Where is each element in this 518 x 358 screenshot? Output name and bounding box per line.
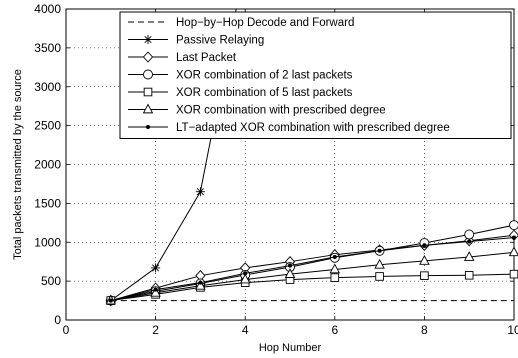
triangle-marker <box>463 251 475 261</box>
legend-item: XOR combination with prescribed degree <box>128 103 386 117</box>
legend-item: XOR combination of 5 last packets <box>128 87 353 99</box>
x-tick-label: 6 <box>331 323 338 337</box>
circle-marker <box>143 69 153 80</box>
square-marker <box>420 271 429 280</box>
y-tick-label: 0 <box>54 313 61 327</box>
series-line <box>110 237 514 302</box>
star-marker <box>151 263 161 273</box>
y-tick-label: 1000 <box>34 235 61 249</box>
legend-label: XOR combination with prescribed degree <box>176 105 386 117</box>
legend: Hop−by−Hop Decode and Forward Passive Rel… <box>119 11 512 139</box>
square-marker <box>464 271 474 280</box>
dot-marker <box>145 124 151 130</box>
legend-label: LT−adapted XOR combination with prescrib… <box>176 122 450 134</box>
triangle-marker <box>284 268 296 278</box>
y-tick-label: 2500 <box>34 119 61 133</box>
triangle-marker <box>329 263 341 274</box>
legend-label: Last Packet <box>176 52 237 64</box>
series-2 <box>105 229 518 307</box>
dot-marker <box>198 280 203 285</box>
series-lines <box>105 9 518 307</box>
triangle-marker <box>142 103 154 114</box>
triangle-marker <box>150 286 161 297</box>
dot-marker <box>108 298 113 303</box>
circle-marker <box>464 229 475 240</box>
circle-marker <box>509 220 518 231</box>
legend-item: Hop−by−Hop Decode and Forward <box>128 17 354 29</box>
diamond-marker <box>142 51 154 63</box>
y-tick-label: 2000 <box>34 158 61 172</box>
dot-marker <box>511 235 517 240</box>
dot-marker <box>287 263 293 268</box>
series-line <box>110 273 514 302</box>
x-tick-label: 0 <box>63 323 70 337</box>
dot-marker <box>467 239 472 244</box>
x-axis-label: Hop Number <box>259 342 322 354</box>
star-marker <box>143 35 153 44</box>
dot-marker <box>332 254 337 260</box>
square-marker <box>330 273 340 282</box>
triangle-marker <box>419 254 430 265</box>
series-6 <box>108 235 517 303</box>
y-tick-label: 500 <box>41 274 61 288</box>
y-axis-label: Total packets transmitted by the source <box>12 69 24 260</box>
legend-label: Passive Relaying <box>176 35 264 47</box>
triangle-marker <box>195 279 206 290</box>
axis-ticks: 0 2 4 6 8 10 0 500 1000 1500 2000 2500 3000 3500 4000 <box>34 2 518 337</box>
square-marker <box>509 269 518 279</box>
x-tick-label: 2 <box>152 323 159 337</box>
dot-marker <box>243 271 248 276</box>
series-line <box>110 251 514 302</box>
y-tick-label: 4000 <box>34 2 61 16</box>
dot-marker <box>153 287 158 292</box>
legend-item: LT−adapted XOR combination with prescrib… <box>128 122 450 134</box>
triangle-marker <box>508 246 518 257</box>
dot-marker <box>377 248 382 253</box>
legend-item: XOR combination of 2 last packets <box>128 70 353 82</box>
legend-label: XOR combination of 2 last packets <box>176 70 353 82</box>
square-marker <box>143 87 153 97</box>
x-tick-label: 4 <box>242 323 249 337</box>
x-tick-label: 8 <box>421 323 428 337</box>
series-line <box>110 224 514 302</box>
legend-box <box>119 11 512 139</box>
triangle-marker <box>374 258 385 269</box>
star-marker <box>195 187 205 197</box>
legend-label: XOR combination of 5 last packets <box>176 87 353 99</box>
triangle-marker <box>239 273 251 284</box>
legend-item: Passive Relaying <box>128 35 264 47</box>
legend-label: Hop−by−Hop Decode and Forward <box>176 17 354 29</box>
dot-marker <box>422 243 427 248</box>
x-tick-label: 10 <box>507 323 518 337</box>
y-tick-label: 3500 <box>34 41 61 55</box>
y-tick-label: 1500 <box>34 196 61 210</box>
y-tick-label: 3000 <box>34 80 61 94</box>
legend-item: Last Packet <box>128 51 237 64</box>
square-marker <box>375 272 384 281</box>
